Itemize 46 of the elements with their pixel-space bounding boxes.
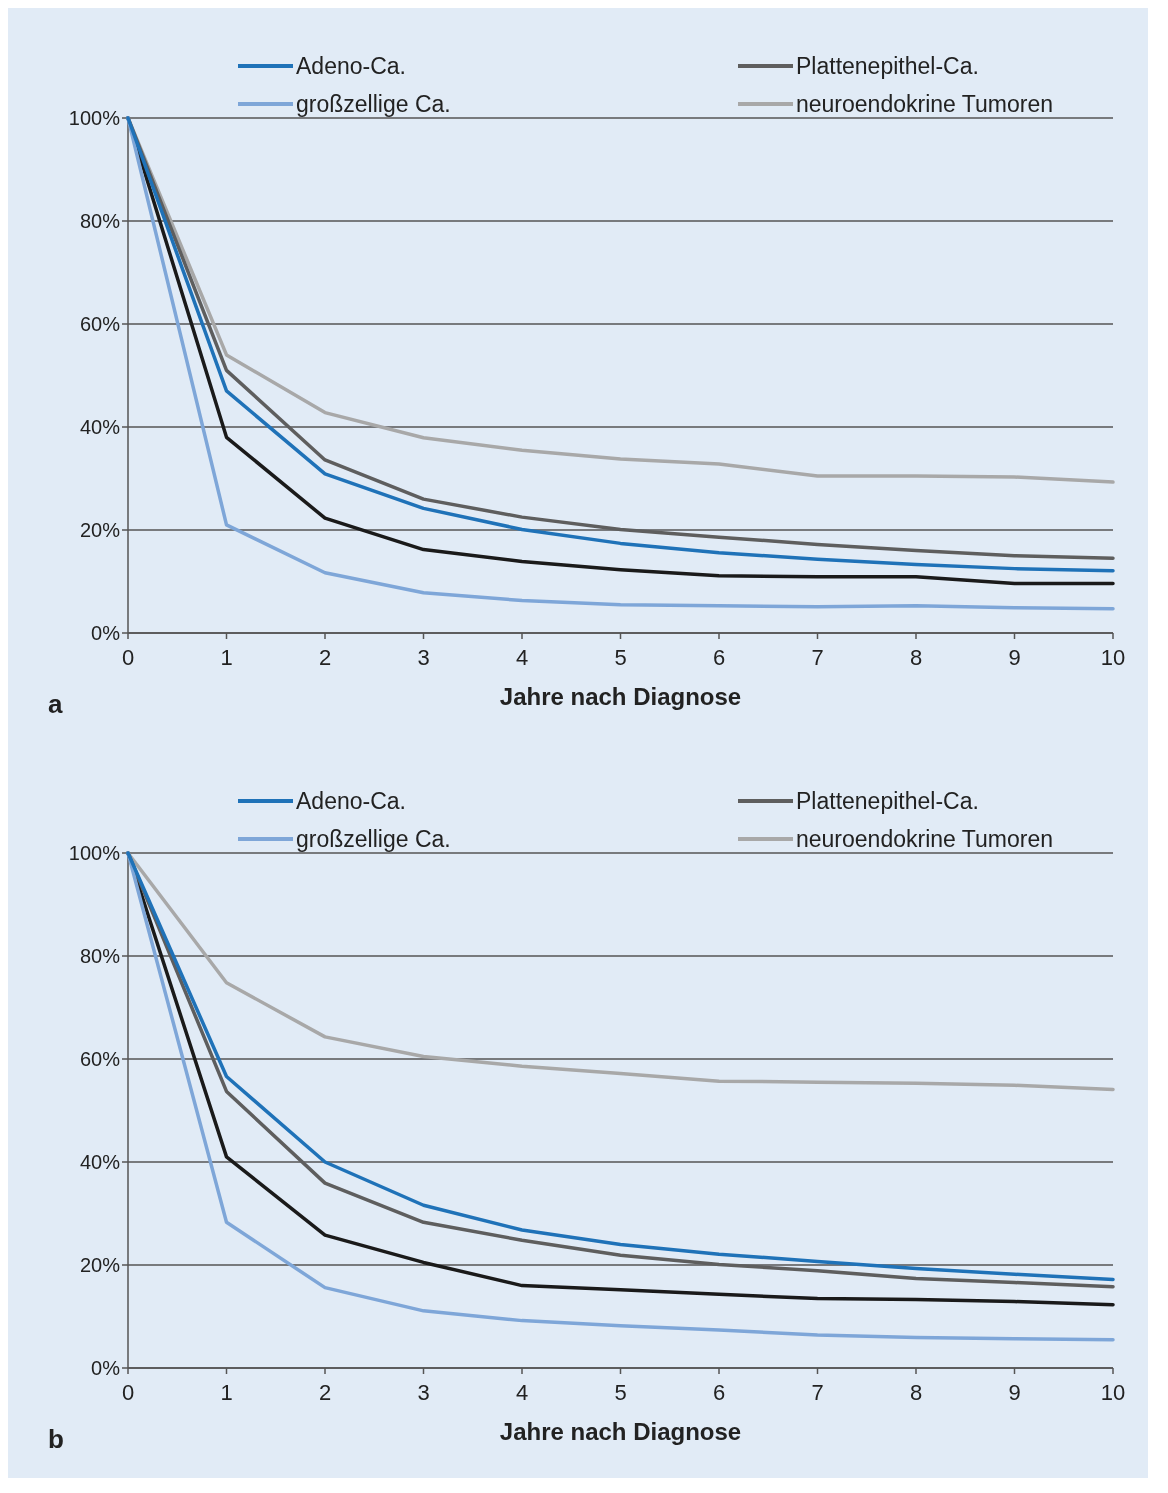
legend-label: neuroendokrine Tumoren	[796, 91, 1053, 118]
x-tick-label: 10	[1100, 1380, 1126, 1405]
legend-label: Adeno-Ca.	[296, 53, 406, 80]
y-tick-label: 100%	[68, 107, 121, 129]
x-tick-label: 2	[318, 645, 332, 670]
y-tick-label: 80%	[79, 945, 121, 967]
x-axis-title: Jahre nach Diagnose	[499, 1418, 742, 1445]
y-tick-label: 20%	[79, 519, 121, 541]
x-tick-label: 7	[811, 645, 824, 670]
x-axis-title: Jahre nach Diagnose	[499, 683, 742, 710]
y-tick-label: 60%	[79, 313, 121, 335]
y-tick-label: 0%	[91, 1357, 121, 1379]
y-tick-label: 100%	[68, 842, 121, 864]
x-tick-label: 7	[811, 1380, 824, 1405]
legend-label: Plattenepithel-Ca.	[796, 53, 979, 80]
text: b	[48, 1424, 64, 1454]
x-tick-label: 5	[614, 645, 627, 670]
x-tick-label: 0	[121, 645, 135, 670]
x-tick-label: 2	[318, 1380, 332, 1405]
x-tick-label: 0	[121, 1380, 135, 1405]
y-tick-label: 60%	[79, 1048, 121, 1070]
x-tick-label: 4	[515, 645, 529, 670]
x-tick-label: 9	[1008, 645, 1021, 670]
x-tick-label: 4	[515, 1380, 529, 1405]
x-tick-label: 6	[712, 1380, 726, 1405]
y-tick-label: 40%	[79, 416, 121, 438]
legend-label: Adeno-Ca.	[296, 788, 406, 815]
x-tick-label: 10	[1100, 645, 1126, 670]
y-tick-label: 80%	[79, 210, 121, 232]
legend-label: Plattenepithel-Ca.	[796, 788, 979, 815]
x-tick-label: 3	[417, 1380, 430, 1405]
x-tick-label: 1	[220, 1380, 233, 1405]
x-tick-label: 3	[417, 645, 430, 670]
x-tick-label: 1	[220, 645, 233, 670]
legend-label: neuroendokrine Tumoren	[796, 826, 1053, 853]
legend-label: großzellige Ca.	[296, 91, 451, 118]
y-tick-label: 20%	[79, 1254, 121, 1276]
y-tick-label: 40%	[79, 1151, 121, 1173]
x-tick-label: 5	[614, 1380, 627, 1405]
x-tick-label: 8	[909, 645, 923, 670]
legend-label: großzellige Ca.	[296, 826, 451, 853]
text: a	[48, 689, 63, 719]
x-tick-label: 8	[909, 1380, 923, 1405]
x-tick-label: 9	[1008, 1380, 1021, 1405]
y-tick-label: 0%	[91, 622, 121, 644]
x-tick-label: 6	[712, 645, 726, 670]
